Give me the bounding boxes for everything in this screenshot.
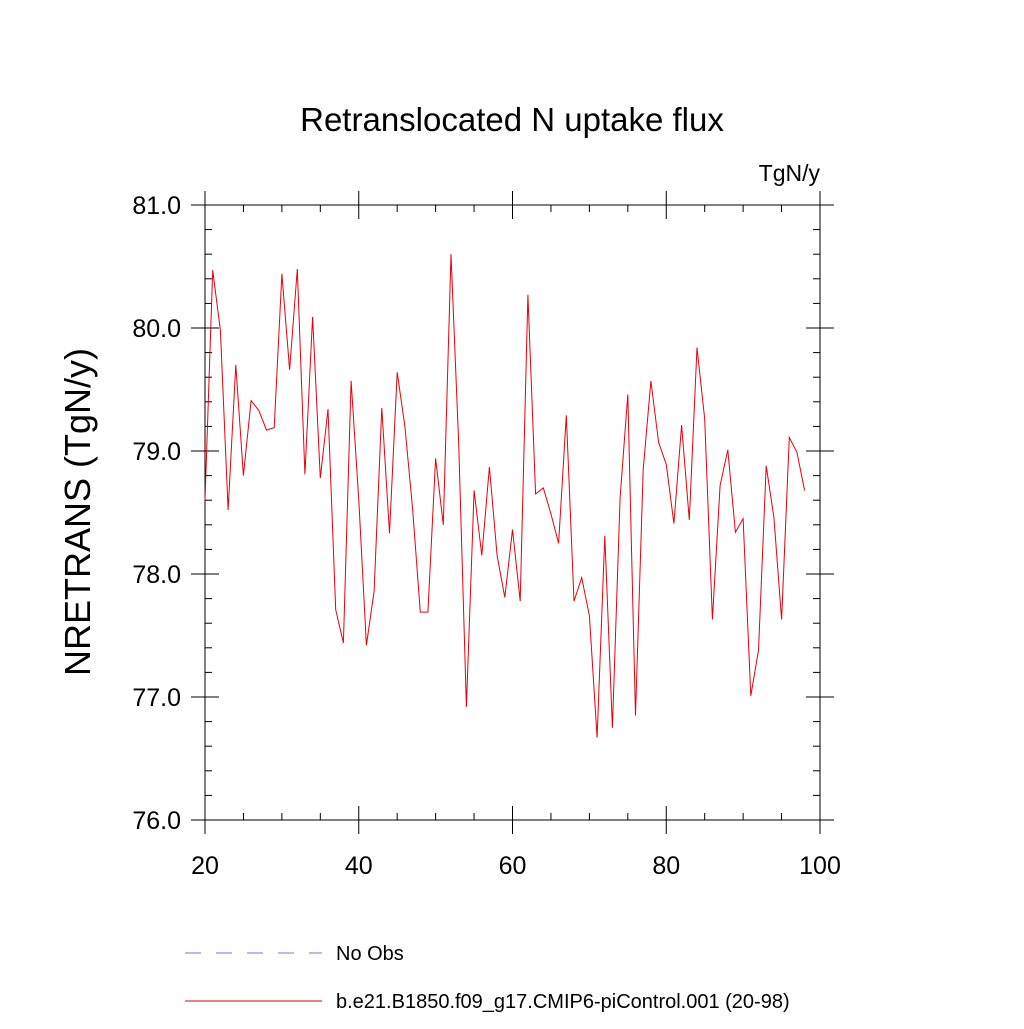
y-tick-label: 76.0 [132, 807, 181, 835]
x-tick-label: 40 [345, 852, 373, 880]
x-tick-label: 80 [652, 852, 680, 880]
units-label: TgN/y [759, 160, 821, 186]
x-tick-label: 60 [499, 852, 527, 880]
y-tick-label: 81.0 [132, 192, 181, 220]
series-layer [204, 254, 806, 738]
y-axis-label: NRETRANS (TgN/y) [57, 348, 98, 676]
y-tick-labels: 76.0 77.0 78.0 79.0 80.0 81.0 [132, 192, 181, 835]
x-tick-label: 20 [191, 852, 219, 880]
series-line-0 [204, 254, 806, 738]
y-tick-label: 80.0 [132, 315, 181, 343]
legend: No Obs b.e21.B1850.f09_g17.CMIP6-piContr… [185, 943, 790, 1013]
chart-title: Retranslocated N uptake flux [300, 101, 724, 138]
y-tick-label: 78.0 [132, 561, 181, 589]
x-tick-labels: 20 40 60 80 100 [191, 852, 841, 880]
legend-label-picontrol: b.e21.B1850.f09_g17.CMIP6-piControl.001 … [336, 991, 790, 1013]
plot-frame [204, 204, 821, 821]
legend-label-no-obs: No Obs [336, 943, 404, 965]
y-tick-label: 77.0 [132, 684, 181, 712]
y-tick-label: 79.0 [132, 438, 181, 466]
axis-ticks [191, 191, 834, 834]
x-tick-label: 100 [799, 852, 841, 880]
